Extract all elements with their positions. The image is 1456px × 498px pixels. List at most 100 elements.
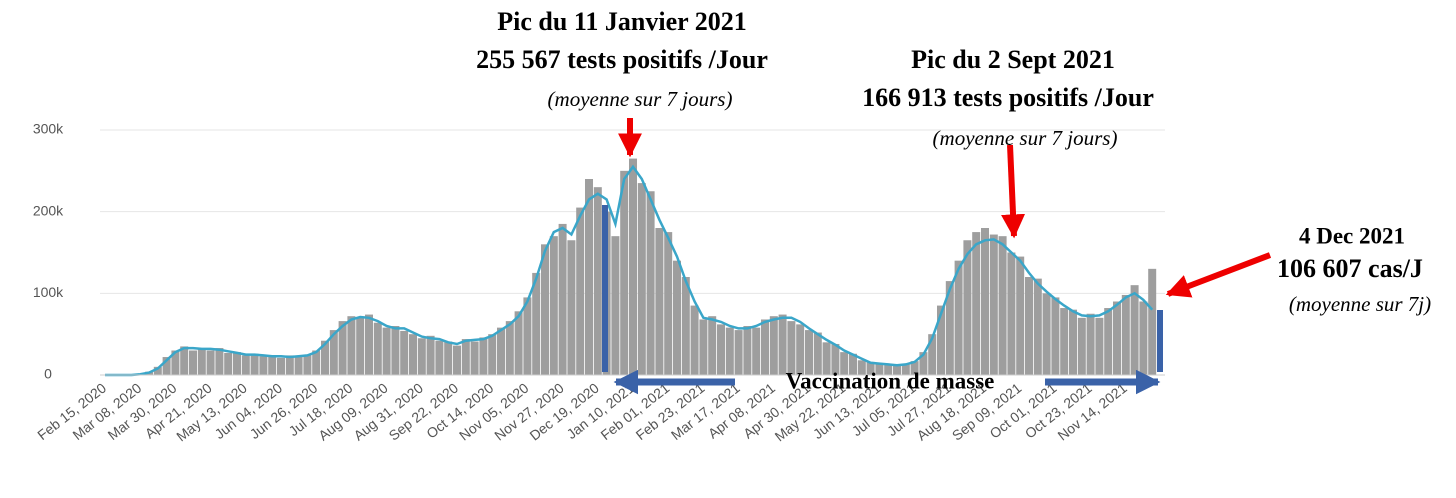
y-tick-label: 100k bbox=[33, 284, 64, 300]
bar bbox=[1042, 293, 1051, 375]
annotation: Vaccination de masse bbox=[786, 368, 995, 393]
bar bbox=[329, 330, 338, 375]
bar bbox=[417, 338, 426, 375]
bar bbox=[1007, 252, 1016, 375]
bar bbox=[620, 170, 629, 375]
bar bbox=[910, 361, 919, 375]
annotation: Pic du 2 Sept 2021 bbox=[911, 45, 1115, 74]
bar bbox=[1130, 285, 1139, 375]
bar bbox=[690, 305, 699, 375]
bar bbox=[549, 236, 558, 375]
bar bbox=[347, 316, 356, 375]
bar bbox=[945, 281, 954, 375]
bar bbox=[250, 353, 259, 375]
bar bbox=[1086, 313, 1095, 375]
bar bbox=[629, 158, 637, 375]
annotation: 4 Dec 2021 bbox=[1299, 223, 1405, 248]
bar bbox=[153, 366, 162, 375]
arrow bbox=[1001, 144, 1026, 239]
bar bbox=[382, 327, 391, 375]
bar bbox=[532, 272, 541, 375]
bar bbox=[321, 340, 329, 375]
bar bbox=[1033, 278, 1042, 375]
bar bbox=[435, 340, 444, 375]
bar bbox=[593, 187, 602, 375]
bar bbox=[1121, 294, 1130, 375]
bar bbox=[866, 361, 875, 375]
bar bbox=[813, 332, 822, 375]
bar bbox=[646, 191, 655, 375]
bar bbox=[576, 207, 585, 375]
bar bbox=[444, 341, 453, 375]
bar bbox=[558, 223, 567, 375]
arrow bbox=[1165, 252, 1272, 298]
bar bbox=[796, 324, 805, 375]
bar bbox=[1060, 308, 1069, 375]
bar bbox=[822, 342, 831, 375]
bar bbox=[937, 305, 945, 375]
bar bbox=[215, 348, 224, 375]
y-tick-label: 0 bbox=[44, 366, 52, 382]
bar bbox=[189, 350, 197, 375]
bar bbox=[664, 232, 673, 375]
bar bbox=[162, 357, 171, 375]
bar bbox=[849, 353, 857, 375]
bar bbox=[541, 244, 549, 375]
bar bbox=[769, 316, 778, 375]
bar bbox=[893, 366, 901, 375]
bar bbox=[294, 357, 303, 375]
annotation: 106 607 cas/J bbox=[1277, 254, 1423, 283]
bar bbox=[884, 363, 893, 375]
bar bbox=[497, 327, 505, 375]
bar bbox=[1095, 317, 1104, 375]
bar bbox=[268, 355, 277, 375]
bar bbox=[259, 356, 268, 375]
y-tick-label: 300k bbox=[33, 121, 64, 137]
bar bbox=[1077, 317, 1086, 375]
bar bbox=[277, 357, 285, 375]
bar bbox=[1025, 277, 1033, 375]
bar bbox=[1113, 301, 1121, 375]
bar bbox=[681, 277, 690, 375]
bar bbox=[523, 297, 532, 375]
bar bbox=[699, 319, 708, 375]
bar bbox=[655, 228, 664, 375]
bar bbox=[743, 326, 752, 375]
bar bbox=[303, 354, 312, 375]
bar bbox=[1104, 308, 1113, 375]
bar bbox=[1016, 256, 1025, 375]
bar bbox=[206, 350, 215, 375]
bar bbox=[972, 232, 981, 375]
bar bbox=[373, 322, 382, 375]
bar bbox=[1148, 268, 1157, 375]
bar bbox=[805, 330, 813, 375]
bar bbox=[171, 350, 180, 375]
bar bbox=[928, 334, 937, 375]
bar bbox=[708, 316, 717, 375]
bar bbox=[1051, 297, 1060, 375]
bar bbox=[1069, 309, 1077, 375]
bar bbox=[585, 179, 593, 375]
bar bbox=[567, 240, 576, 375]
bar bbox=[338, 321, 347, 375]
bar bbox=[611, 236, 620, 375]
bar bbox=[840, 352, 849, 375]
annotation: (moyenne sur 7j) bbox=[1289, 292, 1431, 316]
bar bbox=[1139, 301, 1148, 375]
bar bbox=[787, 321, 796, 375]
bar bbox=[479, 337, 488, 375]
bar bbox=[734, 330, 743, 375]
bar bbox=[637, 183, 646, 375]
y-tick-label: 200k bbox=[33, 202, 64, 218]
bar bbox=[224, 352, 233, 375]
bar bbox=[875, 364, 884, 375]
bar bbox=[197, 348, 206, 375]
bar bbox=[514, 311, 523, 375]
bar bbox=[470, 341, 479, 375]
bar bbox=[998, 236, 1007, 375]
bar bbox=[752, 327, 761, 375]
bar bbox=[831, 343, 840, 375]
bar bbox=[778, 314, 787, 375]
